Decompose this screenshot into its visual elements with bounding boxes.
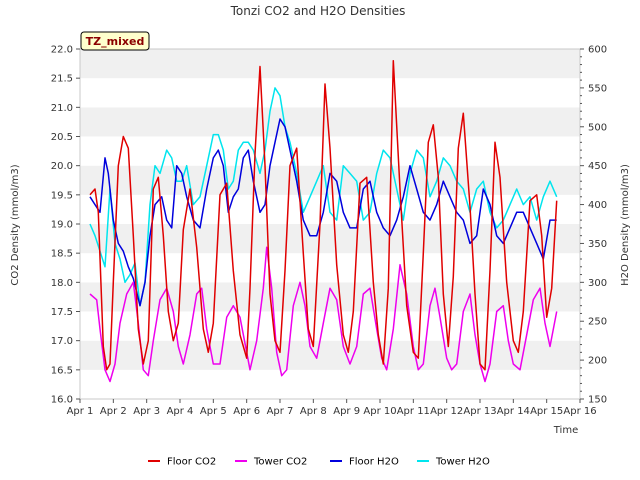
y-tick-label: 17.5 [51, 307, 73, 318]
legend: Floor CO2 Tower CO2 Floor H2O Tower H2O [148, 457, 490, 468]
legend-item: Tower CO2 [235, 457, 307, 468]
background-band [80, 369, 580, 399]
site-badge: TZ_mixed [80, 31, 150, 51]
series-line-floor-h2o [89, 118, 557, 307]
y-tick-label: 18.0 [51, 278, 73, 289]
background-band [80, 340, 580, 370]
chart-title: Tonzi CO2 and H2O Densities [230, 4, 406, 18]
x-tick-label: Apr 7 [267, 406, 294, 417]
x-tick-label: Apr 13 [463, 406, 496, 417]
series-layer [89, 59, 558, 383]
site-badge-box [80, 31, 150, 51]
y-tick-label: 20.0 [51, 161, 73, 172]
background-band [80, 78, 580, 108]
x-tick-label: Apr 4 [167, 406, 194, 417]
y-tick-label: 21.0 [51, 103, 73, 114]
legend-label: Floor CO2 [167, 457, 216, 468]
y-tick-label: 16.0 [51, 395, 73, 406]
y-tick-label: 21.5 [51, 74, 73, 85]
y2-tick-label: 550 [588, 83, 607, 94]
x-axis-title: Time [553, 425, 578, 436]
x-tick-label: Apr 6 [233, 406, 260, 417]
background-band [80, 253, 580, 283]
legend-label: Tower H2O [435, 457, 490, 468]
x-tick-label: Apr 16 [563, 406, 596, 417]
x-axis: Apr 1 Apr 2 Apr 3 Apr 4 Apr 5 Apr 6 Apr 7 Apr 8… [67, 399, 597, 417]
y-tick-label: 20.5 [51, 132, 73, 143]
y2-tick-label: 150 [588, 395, 607, 406]
y2-tick-label: 500 [588, 122, 607, 133]
y2-tick-label: 200 [588, 356, 607, 367]
background-band [80, 282, 580, 312]
legend-item: Floor H2O [330, 457, 399, 468]
y2-tick-label: 250 [588, 317, 607, 328]
y-tick-label: 19.0 [51, 220, 73, 231]
x-tick-label: Apr 15 [530, 406, 563, 417]
y-axis-left: 16.0 16.5 17.0 17.5 18.0 18.5 19.0 19.5 20.0 20.5… [51, 45, 80, 406]
y2-tick-label: 600 [588, 45, 607, 56]
series-line-tower-co2 [89, 246, 558, 383]
x-tick-label: Apr 10 [363, 406, 396, 417]
x-tick-label: Apr 11 [397, 406, 430, 417]
y2-tick-label: 300 [588, 278, 607, 289]
legend-item: Floor CO2 [148, 457, 216, 468]
x-tick-label: Apr 12 [430, 406, 463, 417]
x-tick-label: Apr 2 [100, 406, 127, 417]
y-tick-label: 22.0 [51, 45, 73, 56]
y-tick-label: 18.5 [51, 249, 73, 260]
x-tick-label: Apr 5 [200, 406, 227, 417]
background-band [80, 107, 580, 137]
y2-tick-label: 400 [588, 200, 607, 211]
site-badge-label: TZ_mixed [86, 35, 145, 48]
y-tick-label: 17.0 [51, 336, 73, 347]
y-tick-label: 16.5 [51, 365, 73, 376]
x-tick-label: Apr 1 [67, 406, 94, 417]
plot-background-bands [80, 49, 580, 399]
y2-axis-title: H2O Density (mmol/m3) [620, 164, 631, 286]
y2-tick-label: 450 [588, 161, 607, 172]
x-tick-label: Apr 9 [333, 406, 360, 417]
background-band [80, 49, 580, 79]
y-tick-label: 19.5 [51, 190, 73, 201]
y-axis-right: 150 200 250 300 350 400 450 500 550 600 [580, 45, 607, 406]
x-tick-label: Apr 14 [497, 406, 530, 417]
legend-label: Tower CO2 [253, 457, 307, 468]
legend-label: Floor H2O [349, 457, 399, 468]
y-axis-title: CO2 Density (mmol/m3) [10, 164, 21, 285]
legend-item: Tower H2O [417, 457, 490, 468]
series-line-floor-co2 [89, 59, 558, 371]
x-tick-label: Apr 8 [300, 406, 327, 417]
background-band [80, 165, 580, 195]
y2-tick-label: 350 [588, 239, 607, 250]
x-tick-label: Apr 3 [133, 406, 160, 417]
